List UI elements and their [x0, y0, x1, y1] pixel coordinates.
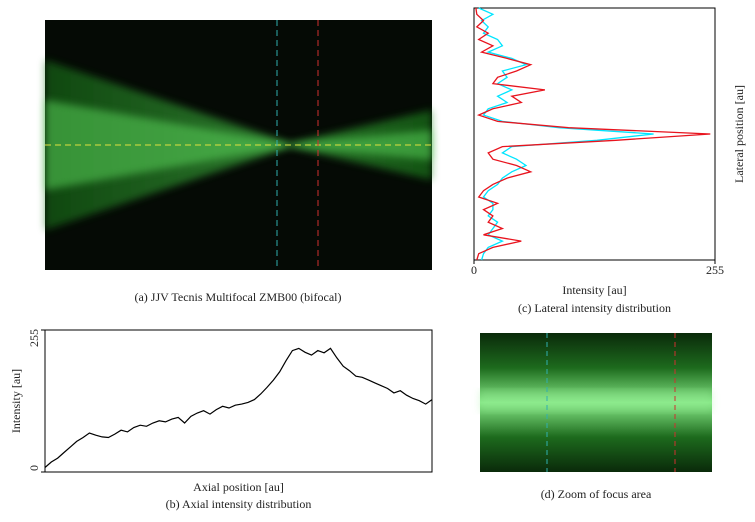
series-line [44, 347, 433, 468]
caption: (b) Axial intensity distribution [166, 497, 312, 511]
y-tick-label: 0 [27, 465, 41, 471]
y-axis-label: Lateral position [au] [732, 85, 746, 183]
x-tick-label: 255 [706, 263, 724, 277]
x-tick-label: 0 [471, 263, 477, 277]
x-axis-label: Axial position [au] [193, 480, 284, 494]
plot-frame [473, 7, 716, 261]
zoom-image [480, 333, 712, 472]
y-axis-label: Intensity [au] [9, 369, 23, 433]
series-line [475, 7, 711, 261]
y-tick-label: 255 [27, 329, 41, 347]
caption: (a) JJV Tecnis Multifocal ZMB00 (bifocal… [134, 290, 341, 304]
plot-frame [44, 329, 433, 473]
series-line [478, 7, 654, 261]
beam-image [45, 20, 432, 270]
caption: (c) Lateral intensity distribution [518, 301, 671, 315]
x-axis-label: Intensity [au] [562, 283, 626, 297]
caption: (d) Zoom of focus area [541, 487, 652, 501]
